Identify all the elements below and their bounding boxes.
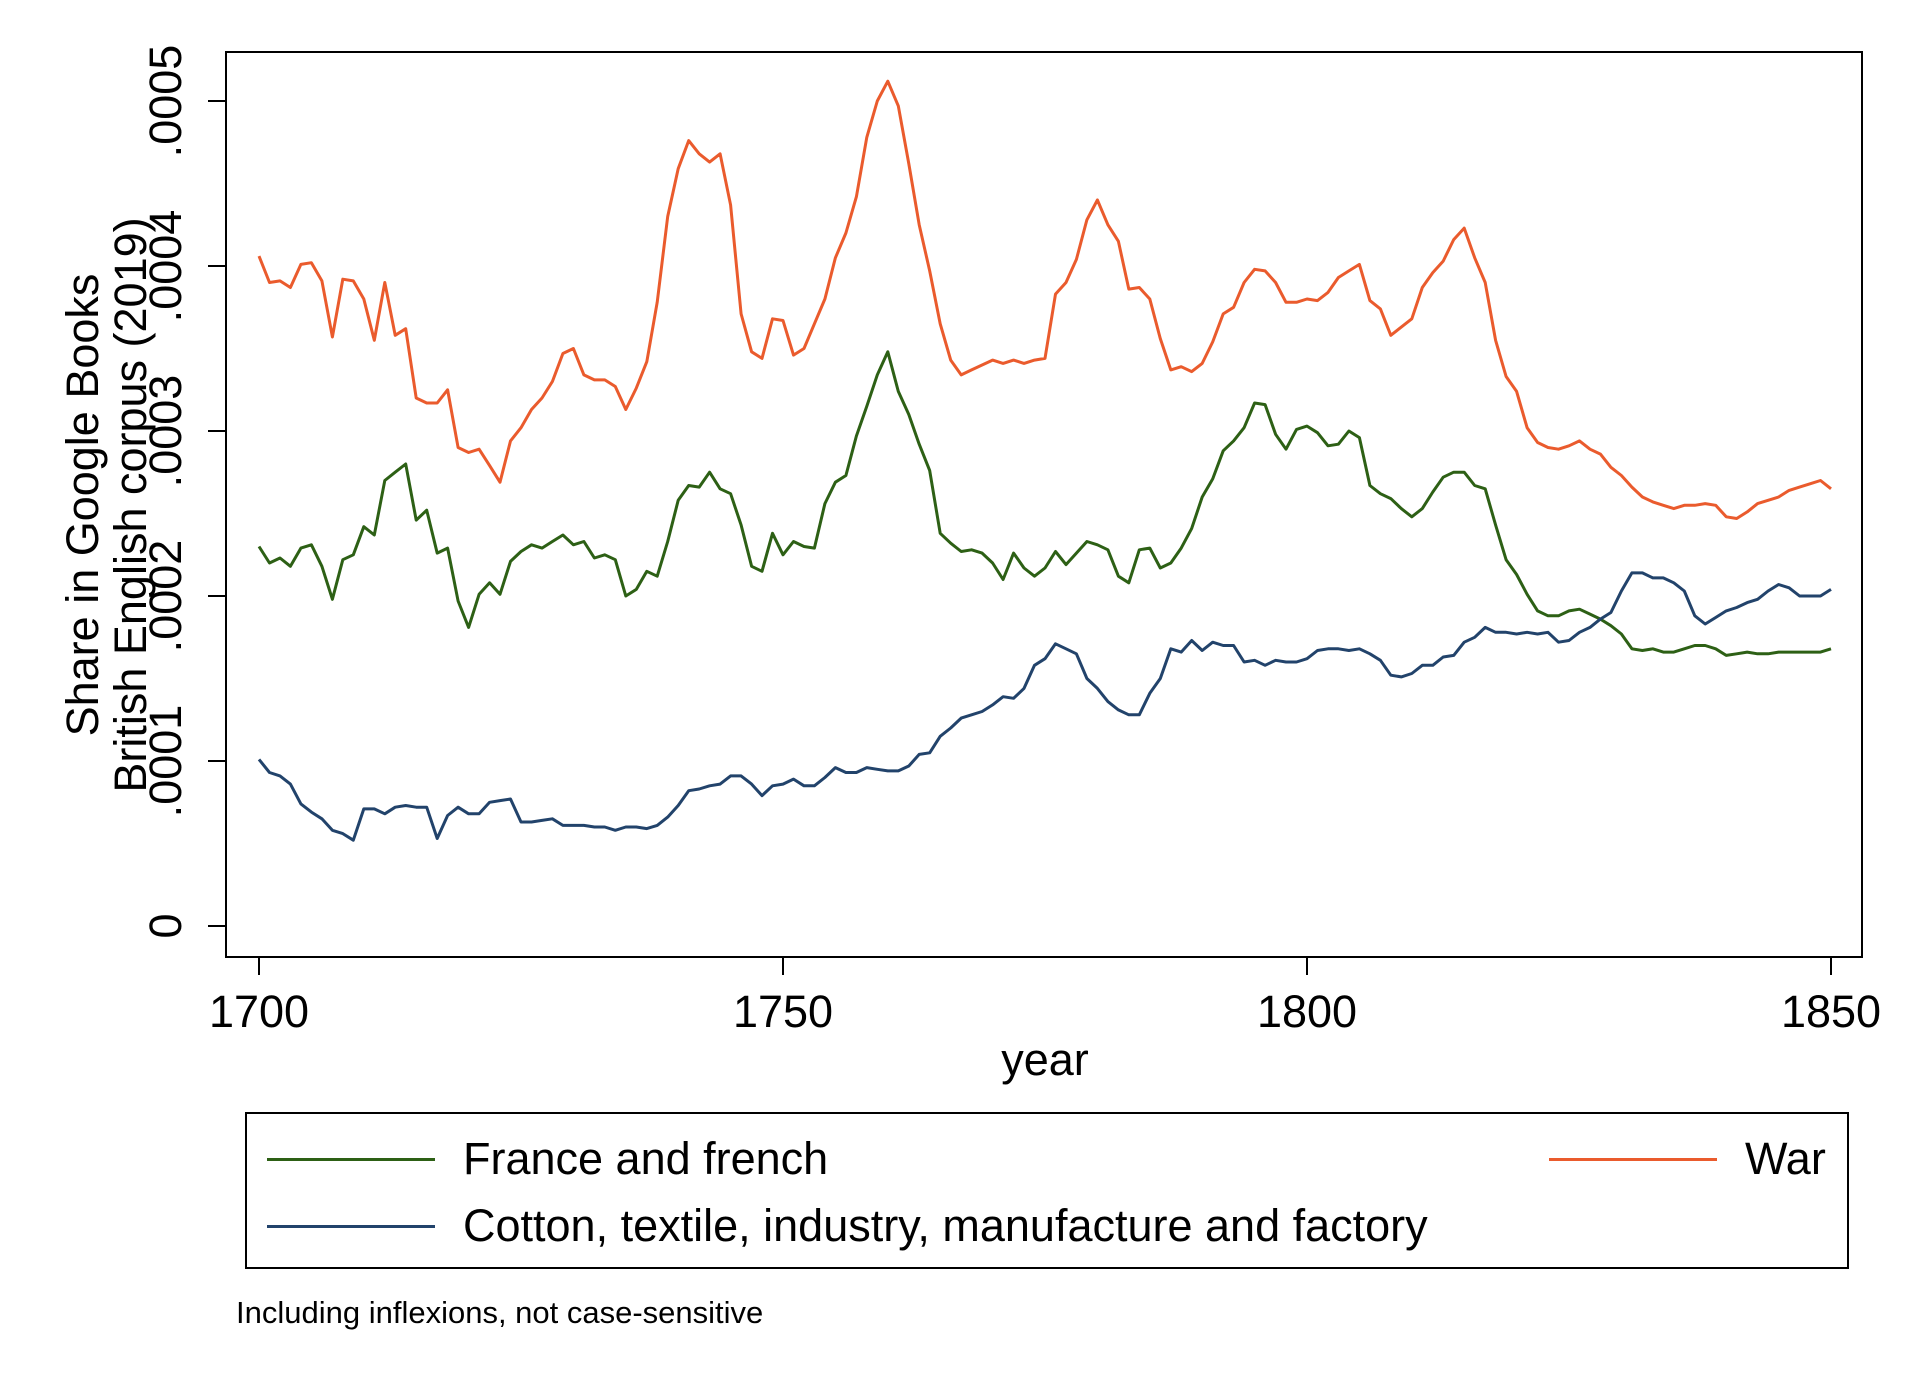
legend-swatch-france: [267, 1158, 435, 1161]
chart-note: Including inflexions, not case-sensitive: [236, 1295, 764, 1330]
legend-label-cotton: Cotton, textile, industry, manufacture a…: [463, 1200, 1428, 1251]
legend-swatch-cotton: [267, 1225, 435, 1228]
x-tick-label: 1750: [733, 986, 833, 1037]
y-tick-label: .0005: [140, 45, 191, 158]
legend-swatch-war: [1549, 1158, 1717, 1161]
y-axis-title-line-1: Share in Google Books: [57, 274, 108, 737]
series-line-war: [257, 79, 1832, 520]
x-tick-label: 1700: [209, 986, 309, 1037]
y-tick-label: .0003: [140, 375, 191, 488]
x-tick-label: 1850: [1781, 986, 1881, 1037]
chart-legend: France and french War Cotton, textile, i…: [245, 1112, 1849, 1269]
y-tick-label: .0002: [140, 540, 191, 653]
y-tick-label: 0: [140, 913, 191, 938]
legend-label-france: France and french: [463, 1133, 829, 1184]
y-tick-label: .0004: [140, 210, 191, 323]
x-tick-label: 1800: [1257, 986, 1357, 1037]
x-axis: 1700 1750 1800 1850: [209, 957, 1881, 1037]
series-line-cotton: [257, 571, 1832, 842]
y-tick-label: .0001: [140, 705, 191, 818]
plot-frame: [225, 51, 1863, 958]
legend-label-war: War: [1745, 1133, 1826, 1184]
series-layer: [257, 79, 1832, 842]
series-line-france: [257, 350, 1832, 657]
y-axis-title-line-2: British English corpus (2019): [105, 217, 156, 792]
y-axis: 0 .0001 .0002 .0003 .0004 .0005: [140, 45, 226, 939]
x-axis-title: year: [1001, 1034, 1089, 1085]
